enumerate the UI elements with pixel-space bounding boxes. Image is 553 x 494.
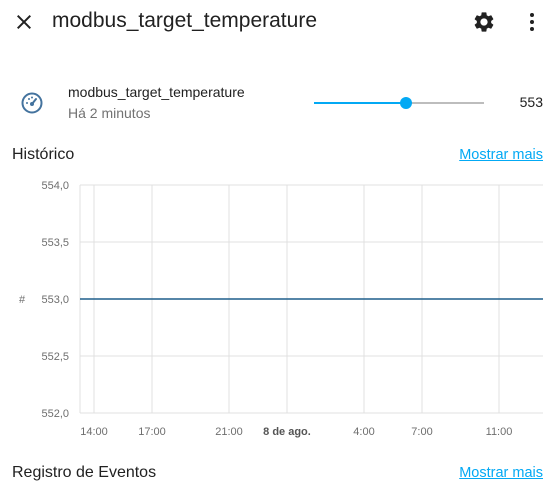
y-tick-label: 552,5 bbox=[41, 351, 69, 363]
entity-name: modbus_target_temperature bbox=[68, 84, 245, 100]
entity-value: 553 bbox=[519, 94, 543, 110]
x-tick-label: 4:00 bbox=[353, 426, 374, 438]
slider-thumb[interactable] bbox=[399, 97, 412, 109]
y-axis-label: # bbox=[19, 294, 26, 306]
history-title: Histórico bbox=[12, 146, 75, 163]
slider-fill bbox=[314, 102, 406, 104]
y-tick-label: 554,0 bbox=[41, 180, 69, 192]
more-vertical-icon[interactable] bbox=[520, 10, 544, 34]
y-tick-label: 553,0 bbox=[41, 294, 69, 306]
history-chart: 554,0 553,5 553,0 552,5 552,0 #14:00 17:00 21:0… bbox=[19, 180, 543, 438]
x-tick-label: 21:00 bbox=[215, 426, 243, 438]
x-tick-label: 7:00 bbox=[411, 426, 432, 438]
dialog-title: modbus_target_temperature bbox=[52, 9, 317, 32]
dialog-header: modbus_target_temperature bbox=[0, 0, 553, 44]
x-tick-label: 17:00 bbox=[138, 426, 166, 438]
gear-icon[interactable] bbox=[472, 10, 496, 34]
last-changed: Há 2 minutos bbox=[68, 105, 151, 121]
y-tick-label: 552,0 bbox=[41, 408, 69, 420]
close-icon[interactable] bbox=[12, 10, 36, 34]
events-show-more-link[interactable]: Mostrar mais bbox=[459, 465, 543, 481]
value-slider[interactable] bbox=[314, 94, 484, 112]
x-tick-label: 8 de ago. bbox=[263, 426, 311, 438]
x-tick-label: 11:00 bbox=[486, 426, 513, 438]
y-tick-label: 553,5 bbox=[41, 237, 69, 249]
history-show-more-link[interactable]: Mostrar mais bbox=[459, 147, 543, 163]
events-title: Registro de Eventos bbox=[12, 464, 157, 481]
entity-row: modbus_target_temperature Há 2 minutos 5… bbox=[0, 80, 553, 128]
x-tick-label: 14:00 bbox=[80, 426, 108, 438]
gauge-icon bbox=[21, 92, 43, 114]
